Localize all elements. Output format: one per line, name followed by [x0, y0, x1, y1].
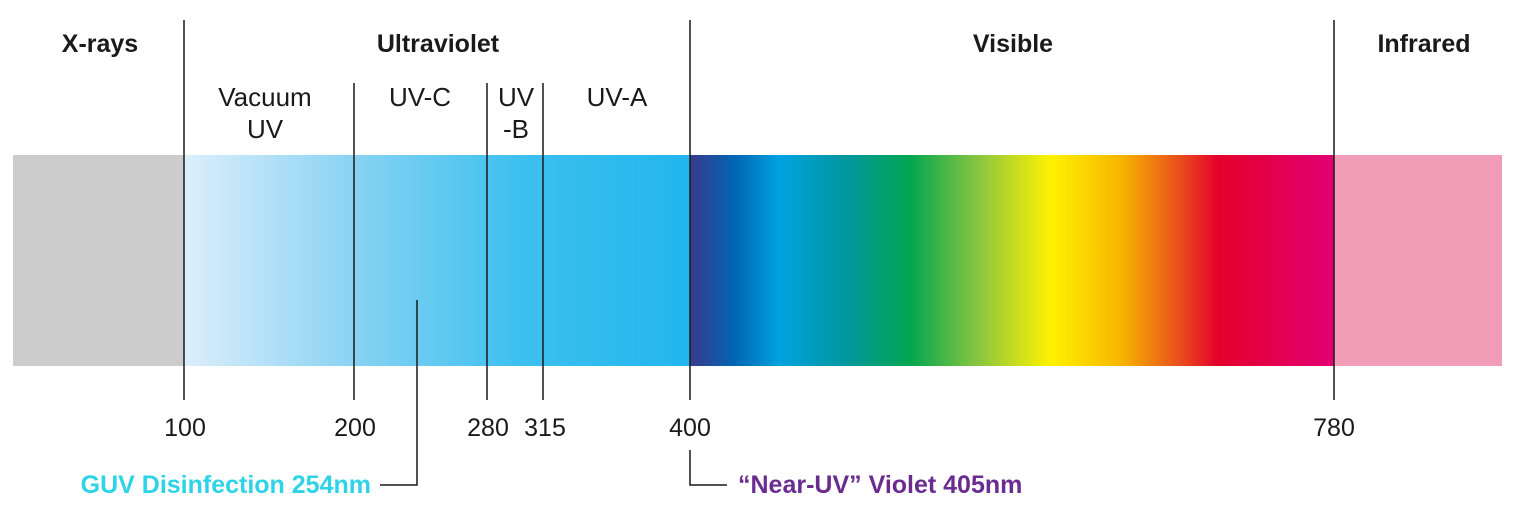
wavelength-label-400: 400	[669, 414, 711, 442]
region-label-visible: Visible	[973, 30, 1053, 58]
band-label-vacuum-uv-line1: Vacuum	[218, 82, 311, 112]
region-label-infrared: Infrared	[1377, 30, 1470, 58]
near-uv-leader-line	[689, 450, 727, 486]
band-label-uva: UV-A	[587, 82, 648, 112]
near-uv-violet-label: “Near-UV” Violet 405nm	[738, 471, 1022, 499]
ultraviolet-band	[184, 155, 690, 366]
band-label-uvb-line2: -B	[503, 114, 529, 144]
region-label-ultraviolet: Ultraviolet	[377, 30, 500, 58]
guv-leader-line	[380, 300, 418, 486]
band-label-vacuum-uv-line2: UV	[247, 114, 284, 144]
wavelength-label-780: 780	[1313, 414, 1355, 442]
wavelength-label-100: 100	[164, 414, 206, 442]
band-label-uvb-line1: UV	[498, 82, 535, 112]
wavelength-label-315: 315	[524, 414, 566, 442]
guv-disinfection-label: GUV Disinfection 254nm	[81, 471, 371, 499]
wavelength-label-200: 200	[334, 414, 376, 442]
region-label-xrays: X-rays	[62, 30, 138, 58]
visible-band	[690, 155, 1334, 366]
band-label-uvc: UV-C	[389, 82, 451, 112]
wavelength-label-280: 280	[467, 414, 509, 442]
xray-band	[13, 155, 184, 366]
infrared-band	[1334, 155, 1502, 366]
